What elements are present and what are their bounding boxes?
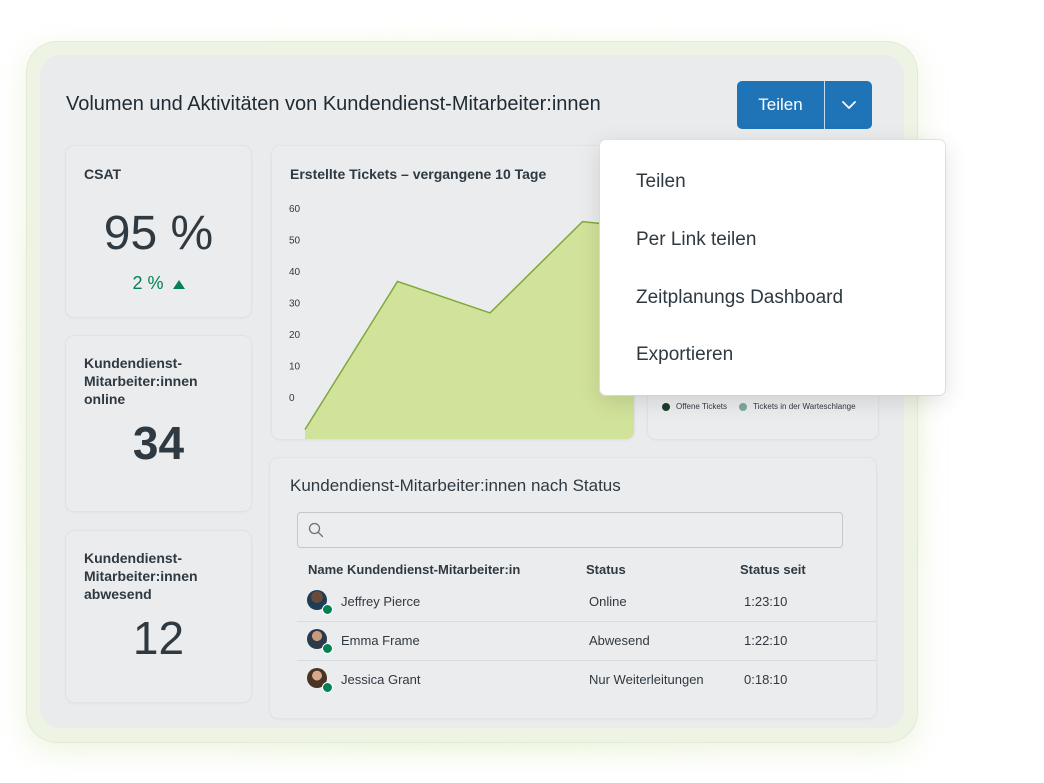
share-dropdown-menu: Teilen Per Link teilen Zeitplanungs Dash…	[600, 140, 945, 395]
share-dropdown-toggle[interactable]	[825, 81, 872, 129]
legend-dot-queue	[739, 402, 747, 411]
table-row[interactable]: Emma Frame Abwesend 1:22:10	[297, 621, 877, 661]
csat-value: 95 %	[103, 207, 214, 260]
csat-trend: 2 %	[66, 273, 251, 294]
legend-queue-label: Tickets in der Warteschlange	[753, 402, 856, 411]
agent-status: Abwesend	[589, 633, 650, 648]
online-status-dot	[322, 604, 333, 615]
menu-item-export[interactable]: Exportieren	[636, 344, 734, 365]
agent-status-since: 1:22:10	[744, 633, 788, 648]
tickets-chart-card: Erstellte Tickets – vergangene 10 Tage 6…	[272, 146, 634, 439]
online-agents-value: 34	[132, 417, 185, 469]
online-status-dot	[322, 643, 333, 654]
avatar	[307, 629, 327, 649]
agent-name: Jessica Grant	[341, 672, 421, 687]
online-agents-card: Kundendienst-Mitarbeiter:innen online 34	[66, 336, 251, 511]
table-title: Kundendienst-Mitarbeiter:innen nach Stat…	[290, 476, 621, 495]
table-row[interactable]: Jessica Grant Nur Weiterleitungen 0:18:1…	[297, 660, 877, 699]
y-tick-label: 0	[289, 393, 295, 404]
search-icon	[308, 522, 324, 538]
y-tick-label: 40	[289, 267, 301, 278]
y-tick-label: 20	[289, 330, 301, 341]
search-input[interactable]	[297, 512, 843, 548]
legend-open-label: Offene Tickets	[676, 402, 727, 411]
csat-card: CSAT 95 % 2 %	[66, 146, 251, 317]
csat-trend-value: 2 %	[132, 273, 164, 293]
col-header-since[interactable]: Status seit	[740, 562, 806, 577]
online-status-dot	[322, 682, 333, 693]
table-row[interactable]: Jeffrey Pierce Online 1:23:10	[297, 582, 877, 622]
chevron-down-icon	[841, 101, 856, 109]
agent-status-since: 0:18:10	[744, 672, 788, 687]
col-header-name[interactable]: Name Kundendienst-Mitarbeiter:in	[308, 562, 521, 577]
absent-agents-card: Kundendienst-Mitarbeiter:innen abwesend …	[66, 531, 251, 702]
agent-status: Online	[589, 594, 627, 609]
page-title: Volumen und Aktivitäten von Kundendienst…	[66, 93, 601, 115]
avatar	[307, 590, 327, 610]
status-table-card: Kundendienst-Mitarbeiter:innen nach Stat…	[270, 458, 877, 718]
share-split-button[interactable]: Teilen	[737, 81, 872, 129]
absent-agents-label: Kundendienst-Mitarbeiter:innen abwesend	[84, 550, 198, 602]
area-series	[305, 221, 634, 439]
y-tick-label: 30	[289, 299, 301, 310]
agent-name: Emma Frame	[341, 633, 420, 648]
chart-title: Erstellte Tickets – vergangene 10 Tage	[290, 166, 547, 182]
share-button[interactable]: Teilen	[737, 81, 825, 129]
agent-status-since: 1:23:10	[744, 594, 788, 609]
legend-dot-open	[662, 402, 670, 411]
avatar	[307, 668, 327, 688]
y-tick-label: 50	[289, 236, 301, 247]
col-header-status[interactable]: Status	[586, 562, 626, 577]
trend-up-icon	[172, 280, 185, 289]
menu-item-scheduling-dashboard[interactable]: Zeitplanungs Dashboard	[636, 287, 844, 308]
menu-item-share-link[interactable]: Per Link teilen	[636, 229, 757, 250]
chart-legend: Offene Tickets Tickets in der Warteschla…	[662, 402, 856, 411]
online-agents-label: Kundendienst-Mitarbeiter:innen online	[84, 355, 198, 407]
csat-label: CSAT	[84, 166, 122, 182]
menu-item-share[interactable]: Teilen	[636, 171, 686, 192]
y-tick-label: 60	[289, 204, 301, 215]
tickets-area-chart: 60 50 40 30 20 10 0	[289, 204, 634, 439]
agent-name: Jeffrey Pierce	[341, 594, 421, 609]
agent-status: Nur Weiterleitungen	[589, 672, 704, 687]
y-tick-label: 10	[289, 362, 301, 373]
absent-agents-value: 12	[132, 612, 185, 664]
